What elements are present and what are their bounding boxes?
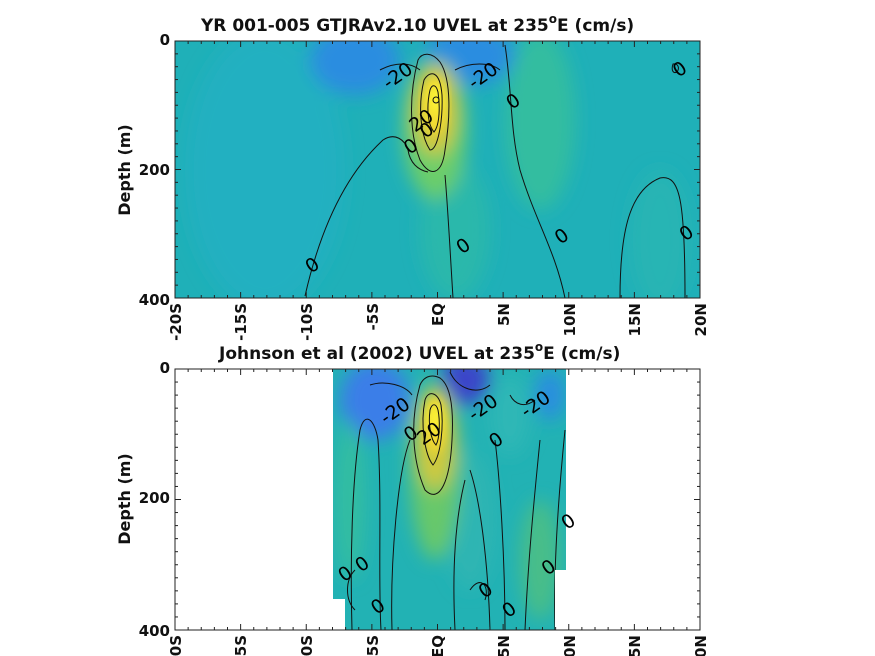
- panel-2-ytick-0: 0: [160, 359, 170, 377]
- panel-1-title: YR 001-005 GTJRAv2.10 UVEL at 235oE (cm/…: [200, 12, 634, 36]
- panel-1-xtick-7: 15N: [626, 303, 644, 336]
- panel-1-xtick-8: 20N: [692, 303, 710, 336]
- panel-2-xtick-8: 20N: [692, 635, 710, 656]
- panel-1-xtick-6: 10N: [561, 303, 579, 336]
- panel-1-xtick-3: -5S: [364, 303, 382, 330]
- panel-1-xtick-2: -10S: [298, 303, 316, 341]
- panel-1-ytick-0: 0: [160, 31, 170, 49]
- panel-2-xtick-2: -10S: [298, 635, 316, 656]
- panel-2-tickmarks: [174, 368, 701, 631]
- panel-1-contours: [304, 44, 686, 298]
- panel-2-ytick-2: 400: [139, 622, 170, 640]
- panel-2-xtick-3: -5S: [364, 635, 382, 656]
- panel-2-title: Johnson et al (2002) UVEL at 235oE (cm/s…: [218, 340, 620, 364]
- panel-2-xtick-1: -15S: [232, 635, 250, 656]
- panel-2-ylabel: Depth (m): [115, 453, 134, 545]
- panel-2-xtick-4: EQ: [429, 635, 447, 656]
- panel-2-contours: [347, 371, 566, 630]
- panel-1-field: [175, 41, 700, 298]
- panel-1-xtick-1: -15S: [232, 303, 250, 341]
- panel-2: Johnson et al (2002) UVEL at 235oE (cm/s…: [115, 340, 710, 656]
- panel-1-xtick-4: EQ: [429, 303, 447, 326]
- panel-2-xtick-5: 5N: [495, 635, 513, 656]
- panel-2-xtick-0: -20S: [167, 635, 185, 656]
- panel-1: YR 001-005 GTJRAv2.10 UVEL at 235oE (cm/…: [115, 12, 710, 341]
- panel-1-xtick-5: 5N: [495, 303, 513, 326]
- panel-1-tickmarks: [174, 40, 701, 299]
- panel-1-ytick-2: 400: [139, 291, 170, 309]
- panel-2-missing-data-mask-right: [555, 570, 566, 630]
- panel-1-xtick-0: -20S: [167, 303, 185, 341]
- panel-2-ytick-1: 200: [139, 489, 170, 507]
- panel-2-xtick-6: 10N: [561, 635, 579, 656]
- panel-2-xtick-7: 15N: [626, 635, 644, 656]
- panel-2-field: [333, 369, 566, 630]
- panel-2-missing-data-mask: [333, 599, 345, 630]
- panel-1-ylabel: Depth (m): [115, 124, 134, 216]
- panel-1-ytick-1: 200: [139, 161, 170, 179]
